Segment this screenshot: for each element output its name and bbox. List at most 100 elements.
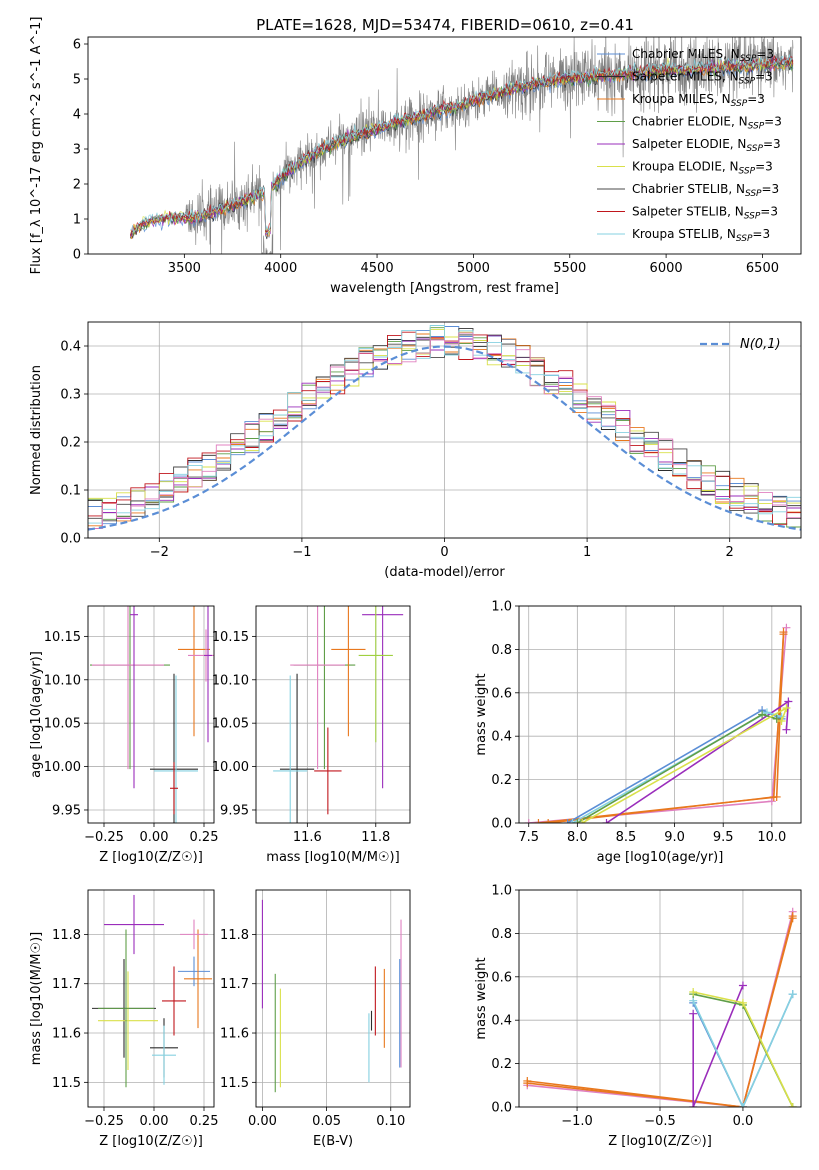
weight-marker [689,1103,698,1107]
y-tick-label: 11.6 [220,1027,249,1042]
y-tick-label: 10.10 [44,673,81,688]
weight-marker [738,1103,747,1107]
plot-area-massweight-vs-Z [523,907,797,1107]
weight-marker [568,819,577,823]
x-tick-label: 8.0 [567,830,588,845]
weight-line-4 [606,699,790,823]
axes-massweight-vs-Z: −1.0 −0.5 0.0 0.0 0.2 0.4 0.6 0.8 1.0 Z [log10(Z/… [474,884,802,1149]
legend-suffix: =3 [760,205,778,219]
axes-residuals: −2 −1 0 1 2 0.0 0.1 0.2 0.3 0.4 (data-model)/error… [29,321,802,580]
y-tick-label: 10.05 [44,717,81,732]
plot-area-age-vs-Z [90,606,214,823]
y-tick-label: 9.95 [52,803,81,818]
weight-marker [779,630,788,639]
x-tick-label: 0.00 [140,1114,169,1129]
weight-marker [738,998,747,1007]
plot-area-mass-vs-EBV [261,899,402,1093]
weight-marker [788,1103,797,1107]
weight-marker [782,703,791,712]
x-tick-label: −1 [292,545,311,560]
x-axis-label: (data-model)/error [384,565,505,580]
axes-age-vs-Z: −0.25 0.00 0.25 9.95 10.00 10.05 10.10 10.15 Z [… [29,605,218,865]
y-tick-label: 11.5 [220,1076,249,1091]
legend-suffix: =3 [747,92,765,106]
y-tick-label: 0.0 [60,532,81,547]
x-axis-label: Z [log10(Z/Z☉)] [608,1134,712,1149]
legend-subscript: SSP [731,99,748,109]
y-tick-label: 6 [73,38,81,53]
x-tick-label: 0.05 [312,1114,341,1129]
axes-frame [87,889,215,1108]
weight-line-8 [581,706,788,823]
y-axis-label: age [log10(age/yr)] [29,651,44,778]
y-tick-label: 11.8 [220,928,249,943]
legend-suffix: =3 [755,160,773,174]
y-tick-label: 10.15 [44,630,81,645]
y-tick-label: 11.5 [52,1076,81,1091]
legend-suffix: =3 [762,182,780,196]
y-tick-label: 0.8 [491,927,512,942]
y-tick-label: 0 [73,248,81,263]
legend-label: Kroupa STELIB, NSSP=3 [632,227,770,244]
y-tick-label: 10.10 [212,673,249,688]
weight-line-6 [692,993,794,1107]
axes-spectrum: 3500 4000 4500 5000 5500 6000 6500 0 1 2 3 4 5 6 wavel… [29,17,802,296]
y-axis-label: Flux [f_λ 10^-17 erg cm^-2 s^-1 A^-1] [29,17,44,275]
y-tick-label: 11.7 [52,977,81,992]
axes-age-vs-mass: 11.6 11.8 9.95 10.00 10.05 10.10 10.15 mass [lo… [212,605,411,865]
y-tick-label: 0.0 [491,1101,512,1116]
x-axis-label: Z [log10(Z/Z☉)] [99,1134,203,1149]
weight-marker [689,987,698,996]
y-tick-label: 0.2 [491,773,512,788]
y-tick-label: 3 [73,143,81,158]
legend-suffix: =3 [755,70,773,84]
weight-line-3 [527,917,794,1107]
x-axis-label: wavelength [Angstrom, rest frame] [330,281,559,296]
weight-marker [602,819,611,823]
x-tick-label: 3500 [168,261,201,276]
x-axis-label: Z [log10(Z/Z☉)] [99,850,203,865]
y-axis-label: mass [log10(M/M☉)] [29,932,44,1065]
y-tick-label: 1.0 [491,600,512,615]
y-tick-label: 11.6 [52,1027,81,1042]
y-tick-label: 1 [73,213,81,228]
weight-line-4 [692,985,744,1107]
y-tick-label: 9.95 [220,803,249,818]
weight-marker [788,914,797,923]
x-tick-label: 5000 [457,261,490,276]
x-tick-label: −0.25 [84,830,124,845]
y-tick-label: 0.1 [60,484,81,499]
legend-label: N(0,1) [740,337,781,352]
y-tick-label: 0.3 [60,388,81,403]
legend-subscript: SSP [736,234,753,244]
x-tick-label: 0.00 [140,830,169,845]
x-tick-label: 11.6 [293,830,322,845]
x-axis-label: mass [log10(M/M☉)] [266,850,399,865]
axes-mass-vs-Z: −0.25 0.00 0.25 11.5 11.6 11.7 11.8 Z [log10(Z/… [29,889,218,1149]
axes-frame [255,889,411,1108]
legend-subscript: SSP [748,122,765,132]
legend-label: Chabrier MILES, NSSP=3 [632,47,774,64]
y-tick-label: 0.4 [491,730,512,745]
x-tick-label: 7.5 [518,830,539,845]
y-tick-label: 0.0 [491,817,512,832]
legend-suffix: =3 [763,137,781,151]
axes-frame [518,605,802,824]
weight-marker [524,819,533,823]
y-tick-label: 10.00 [44,760,81,775]
legend-label: Salpeter ELODIE, NSSP=3 [632,137,781,154]
x-axis-label: age [log10(age/yr)] [597,850,724,865]
y-axis-label: mass weight [474,957,489,1039]
axes-frame [87,321,802,539]
legend: Chabrier MILES, NSSP=3 Salpeter MILES, NS… [597,47,782,244]
legend-label: Salpeter STELIB, NSSP=3 [632,205,778,222]
plot-area-residuals [88,325,801,531]
weight-marker [777,717,786,726]
weight-marker [738,981,747,990]
y-tick-label: 11.7 [220,977,249,992]
x-tick-label: 4000 [264,261,297,276]
x-tick-label: 0.00 [248,1114,277,1129]
y-axis-label: mass weight [474,673,489,755]
x-tick-label: 0 [440,545,448,560]
weight-marker [762,708,771,717]
